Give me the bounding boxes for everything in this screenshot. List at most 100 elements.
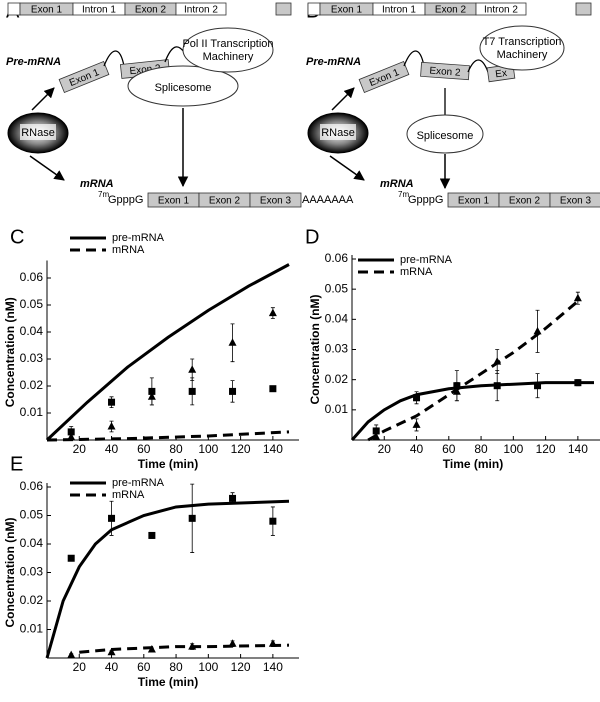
y-tick-label: 0.03 bbox=[325, 342, 349, 356]
rnase-label-bg bbox=[20, 124, 56, 140]
series-line bbox=[45, 499, 290, 659]
x-axis-title: Time (min) bbox=[138, 675, 198, 689]
splicesome bbox=[406, 114, 484, 154]
y-tick-label: 0.06 bbox=[20, 479, 44, 493]
data-point bbox=[228, 338, 237, 346]
data-point bbox=[188, 365, 197, 373]
data-point bbox=[493, 382, 501, 390]
pre-exon bbox=[420, 61, 470, 81]
gene-tail bbox=[275, 2, 292, 16]
x-tick-label: 80 bbox=[169, 660, 183, 674]
data-point bbox=[107, 647, 116, 656]
data-point bbox=[372, 427, 380, 435]
data-point bbox=[269, 385, 277, 393]
gene-segment-group: Exon 1 bbox=[319, 2, 374, 16]
data-point bbox=[372, 432, 381, 440]
y-tick-label: 0.03 bbox=[20, 351, 44, 365]
mrna-exon-label: Exon 3 bbox=[560, 196, 592, 207]
data-point bbox=[67, 650, 76, 659]
gene-segment-label: Exon 2 bbox=[135, 5, 167, 16]
arrow bbox=[29, 155, 65, 181]
splicesome-label: Splicesome bbox=[155, 82, 212, 94]
poly-a: AAAAAAA bbox=[302, 194, 354, 206]
data-point bbox=[147, 392, 156, 400]
mrna-exon-label: Exon 3 bbox=[260, 196, 292, 207]
gene-segment-group: Intron 1 bbox=[72, 2, 126, 16]
data-point bbox=[228, 639, 237, 647]
y-axis-title: Concentration (nM) bbox=[308, 295, 322, 405]
splicesome-label: Splicesome bbox=[417, 130, 474, 142]
data-point bbox=[67, 554, 75, 562]
data-point bbox=[67, 428, 75, 436]
arrow bbox=[331, 87, 355, 111]
x-tick-label: 60 bbox=[442, 442, 456, 456]
legend-label: mRNA bbox=[400, 266, 433, 278]
y-tick-label: 0.01 bbox=[325, 402, 349, 416]
x-tick-label: 20 bbox=[378, 442, 392, 456]
data-point bbox=[229, 387, 237, 395]
legend-label: pre-mRNA bbox=[400, 254, 453, 266]
machinery-label: Pol II Transcription bbox=[182, 38, 273, 50]
data-point bbox=[229, 494, 237, 502]
panel-letter: C bbox=[10, 226, 24, 248]
x-tick-label: 100 bbox=[198, 660, 218, 674]
machinery-label: Machinery bbox=[497, 49, 548, 61]
x-tick-label: 100 bbox=[198, 442, 218, 456]
data-point bbox=[574, 379, 582, 387]
mrna-exon-group: Exon 1 bbox=[147, 192, 200, 208]
x-tick-label: 40 bbox=[105, 660, 119, 674]
panel-letter: D bbox=[305, 226, 319, 248]
x-tick-label: 60 bbox=[137, 660, 151, 674]
y-tick-label: 0.01 bbox=[20, 405, 44, 419]
gene-segment-group: Intron 2 bbox=[175, 2, 227, 16]
intron-loop bbox=[467, 59, 489, 73]
data-point bbox=[573, 293, 582, 302]
x-tick-label: 120 bbox=[231, 660, 251, 674]
chart-panel: C 20 40 60 80 100 120 140 0.01 0.02 0.03 0.04 0.05 0.… bbox=[3, 226, 299, 471]
mrna-exon bbox=[549, 192, 600, 208]
gene-tail bbox=[575, 2, 592, 16]
data-point bbox=[269, 517, 277, 525]
data-point bbox=[533, 326, 542, 335]
data-point bbox=[107, 422, 116, 430]
gene-segment-label: Exon 2 bbox=[435, 5, 467, 16]
pre-exon-label: Exon 2 bbox=[429, 66, 461, 79]
pre-exon-group: Exon 1 bbox=[358, 60, 410, 94]
x-tick-label: 140 bbox=[263, 660, 283, 674]
x-tick-label: 80 bbox=[474, 442, 488, 456]
gene-segment bbox=[175, 2, 227, 16]
mrna-exon-label: Exon 1 bbox=[458, 196, 490, 207]
series-line bbox=[350, 381, 594, 441]
mrna-exon-group: Exon 2 bbox=[198, 192, 251, 208]
y-tick-label: 0.02 bbox=[20, 593, 44, 607]
pre-mrna-label: Pre-mRNA bbox=[6, 56, 61, 68]
y-tick-label: 0.06 bbox=[20, 270, 44, 284]
x-tick-label: 20 bbox=[73, 660, 87, 674]
cap: GpppG bbox=[108, 194, 143, 206]
gene-segment-group: Exon 2 bbox=[424, 2, 477, 16]
mrna-exon-label: Exon 2 bbox=[509, 196, 541, 207]
y-tick-label: 0.02 bbox=[20, 378, 44, 392]
mrna-exon-label: Exon 1 bbox=[158, 196, 190, 207]
data-point bbox=[452, 387, 461, 395]
data-point bbox=[412, 420, 421, 428]
rnase-label: RNase bbox=[321, 127, 355, 139]
mrna-label: mRNA bbox=[80, 178, 114, 190]
intron-loop bbox=[103, 50, 125, 67]
gene-lead bbox=[307, 2, 321, 16]
data-point bbox=[188, 387, 196, 395]
machinery-label: Machinery bbox=[203, 51, 254, 63]
cap-superscript: 7m bbox=[398, 190, 409, 199]
x-tick-label: 80 bbox=[169, 442, 183, 456]
x-tick-label: 120 bbox=[231, 442, 251, 456]
data-point bbox=[108, 398, 116, 406]
panel-letter: E bbox=[10, 453, 23, 475]
rnase-label-bg bbox=[320, 124, 356, 140]
pre-exon bbox=[58, 60, 110, 94]
y-tick-label: 0.04 bbox=[20, 324, 44, 338]
gene-segment-label: Exon 1 bbox=[331, 5, 363, 16]
y-tick-label: 0.03 bbox=[20, 565, 44, 579]
data-point bbox=[148, 531, 156, 539]
